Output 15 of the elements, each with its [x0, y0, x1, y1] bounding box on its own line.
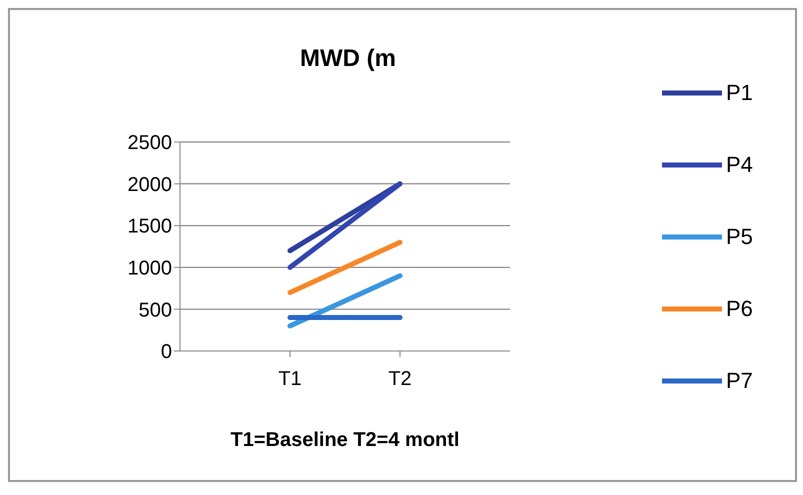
y-tick-label: 1500 [128, 216, 172, 238]
legend-label: P1 [726, 80, 753, 106]
y-tick-label: 1000 [128, 258, 172, 280]
legend-label: P4 [726, 152, 753, 178]
chart-title: MWD (m [300, 45, 396, 73]
legend-label: P6 [726, 296, 753, 322]
y-tick-label: 2500 [128, 132, 172, 154]
y-tick-label: 2000 [128, 174, 172, 196]
x-tick-label: T1 [278, 368, 302, 390]
legend-label: P7 [726, 368, 753, 394]
y-tick-label: 500 [138, 299, 172, 322]
x-tick-label: T2 [388, 368, 412, 390]
legend-label: P5 [726, 224, 753, 250]
y-tick-label: 0 [160, 341, 172, 364]
x-axis-title: T1=Baseline T2=4 montl [230, 429, 460, 451]
